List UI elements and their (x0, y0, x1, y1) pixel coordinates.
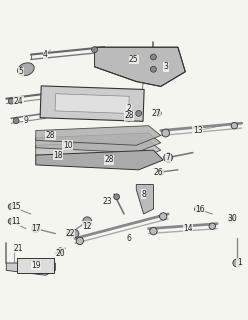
Text: 18: 18 (53, 151, 62, 160)
Circle shape (114, 194, 120, 200)
Circle shape (92, 47, 97, 52)
Circle shape (233, 259, 241, 267)
Circle shape (8, 218, 14, 224)
Text: 19: 19 (31, 261, 40, 270)
Circle shape (158, 169, 164, 175)
Text: 26: 26 (154, 168, 163, 177)
Text: 22: 22 (65, 229, 75, 238)
Text: 23: 23 (102, 197, 112, 206)
Text: 12: 12 (83, 222, 92, 231)
Circle shape (13, 118, 19, 124)
Text: 15: 15 (11, 202, 21, 211)
Text: 30: 30 (227, 214, 237, 223)
Circle shape (8, 204, 14, 210)
Circle shape (228, 215, 235, 222)
Text: 3: 3 (163, 62, 168, 71)
Bar (40, 86, 144, 121)
Circle shape (164, 153, 173, 162)
Text: 21: 21 (14, 244, 23, 253)
Circle shape (209, 223, 216, 229)
Text: 11: 11 (11, 217, 21, 226)
Text: 2: 2 (126, 104, 131, 113)
Circle shape (159, 213, 167, 220)
Polygon shape (36, 133, 161, 153)
Text: 1: 1 (237, 259, 242, 268)
Circle shape (50, 132, 56, 139)
Polygon shape (6, 263, 55, 275)
Text: 20: 20 (56, 249, 65, 258)
Circle shape (106, 157, 112, 163)
Text: 16: 16 (195, 204, 205, 213)
Polygon shape (36, 150, 163, 170)
Text: 10: 10 (63, 141, 72, 150)
Circle shape (83, 217, 92, 226)
Circle shape (67, 230, 73, 237)
Polygon shape (94, 47, 185, 86)
Text: 17: 17 (31, 224, 40, 233)
Polygon shape (136, 185, 154, 214)
Text: 28: 28 (124, 111, 134, 120)
Text: 9: 9 (24, 116, 28, 125)
Circle shape (195, 206, 201, 212)
Text: 13: 13 (193, 126, 202, 135)
Circle shape (230, 217, 234, 220)
Text: 28: 28 (105, 156, 114, 164)
Text: 6: 6 (126, 234, 131, 243)
Circle shape (150, 228, 157, 235)
Circle shape (32, 225, 40, 233)
Circle shape (136, 110, 142, 116)
Text: 28: 28 (46, 131, 55, 140)
Polygon shape (36, 140, 161, 160)
Circle shape (71, 230, 79, 237)
Circle shape (231, 123, 238, 129)
Text: 8: 8 (141, 190, 146, 199)
Circle shape (151, 66, 156, 72)
Text: 4: 4 (43, 50, 48, 59)
Text: 14: 14 (183, 224, 192, 233)
Circle shape (8, 98, 14, 104)
Circle shape (151, 54, 156, 60)
Circle shape (126, 116, 132, 121)
Circle shape (57, 248, 63, 254)
Circle shape (162, 129, 170, 137)
Text: 24: 24 (14, 97, 23, 106)
Circle shape (155, 110, 161, 116)
Text: 25: 25 (129, 55, 139, 64)
Circle shape (76, 237, 84, 244)
Bar (17, 258, 54, 273)
Ellipse shape (18, 63, 34, 76)
Text: 7: 7 (166, 153, 171, 162)
Bar (55, 94, 129, 114)
Polygon shape (36, 126, 161, 145)
Text: 5: 5 (19, 67, 24, 76)
Text: 27: 27 (151, 109, 161, 118)
